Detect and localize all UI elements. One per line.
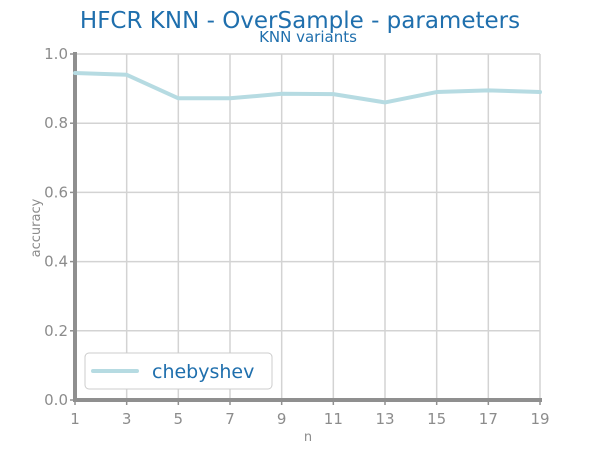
chart-subtitle: KNN variants (259, 28, 357, 46)
y-tick-label: 0.4 (44, 253, 68, 271)
x-tick-label: 5 (174, 410, 184, 428)
x-tick-label: 1 (70, 410, 80, 428)
legend-box (84, 352, 273, 390)
y-axis-label: accuracy (29, 198, 44, 257)
x-tick-label: 7 (225, 410, 235, 428)
x-tick-label: 3 (122, 410, 132, 428)
x-tick-label: 15 (427, 410, 446, 428)
y-tick-label: 0.8 (44, 114, 68, 132)
x-tick-label: 9 (277, 410, 287, 428)
x-axis-label: n (304, 430, 312, 445)
series-line-chebyshev (73, 71, 542, 105)
x-tick-label: 13 (375, 410, 394, 428)
grid (75, 53, 541, 400)
y-tick-label: 0.6 (44, 183, 68, 201)
legend-label: chebyshev (152, 361, 254, 383)
legend: chebyshev (84, 352, 273, 390)
y-tick-label: 0.0 (44, 391, 68, 409)
x-tick-label: 17 (479, 410, 498, 428)
axes (70, 52, 542, 405)
chart-title: HFCR KNN - OverSample - parameters (80, 8, 520, 34)
x-tick-label: 11 (324, 410, 343, 428)
series-layer (73, 71, 542, 105)
tick-labels: 1 3 5 7 9 11 13 15 17 190.00.20.40.60.81.0 (44, 45, 549, 428)
x-tick-label: 19 (530, 410, 549, 428)
y-tick-label: 1.0 (44, 45, 68, 63)
y-tick-label: 0.2 (44, 322, 68, 340)
